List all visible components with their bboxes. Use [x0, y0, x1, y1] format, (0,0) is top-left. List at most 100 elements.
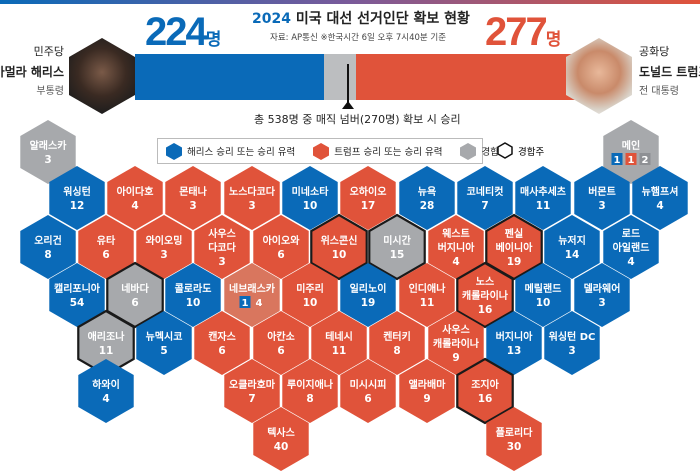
state-hex: 오리건 8 — [20, 215, 76, 279]
state-name: 버몬트 — [588, 185, 616, 198]
legend-trump: 트럼프 승리 또는 승리 유력 — [313, 142, 442, 160]
district-box — [639, 153, 651, 165]
state-name: 뉴햄프셔 — [642, 185, 679, 198]
state-hex: 캘리포니아 54 — [49, 263, 105, 327]
state-electoral-votes: 11 — [332, 345, 347, 357]
state-hex: 인디애나 11 — [399, 263, 455, 327]
state-hex-shape — [369, 311, 425, 375]
state-hex-shape — [136, 215, 192, 279]
state-electoral-votes: 8 — [393, 345, 400, 357]
state-name: 캘리포니아 — [54, 282, 101, 295]
state-name: 캔자스 — [208, 330, 236, 343]
top-color-strip — [0, 0, 700, 4]
trump-bar — [355, 54, 590, 100]
state-hex-shape — [194, 311, 250, 375]
state-hex-shape — [399, 263, 455, 327]
district-votes: 1 — [614, 155, 621, 166]
state-name: 인디애나 — [409, 282, 447, 295]
state-hex-shape — [544, 311, 600, 375]
legend-harris: 해리스 승리 또는 승리 유력 — [166, 142, 295, 160]
state-electoral-votes: 9 — [452, 352, 459, 364]
state-hex-shape — [428, 311, 484, 375]
state-hex-shape — [340, 166, 396, 230]
state-name: 아칸소 — [267, 330, 295, 343]
state-name: 아일랜드 — [613, 241, 650, 254]
state-electoral-votes: 3 — [598, 297, 605, 309]
state-hex: 와이오밍 3 — [136, 215, 192, 279]
state-hex-shape — [20, 120, 76, 184]
red-hex-icon — [313, 142, 330, 160]
state-electoral-votes: 7 — [481, 200, 488, 212]
state-electoral-votes: 14 — [565, 249, 580, 261]
state-name: 버지니아 — [438, 241, 476, 254]
state-hex: 일리노이 19 — [340, 263, 396, 327]
state-hex: 코네티컷 7 — [457, 166, 513, 230]
state-name: 뉴멕시코 — [146, 330, 183, 343]
state-name: 노스다코다 — [229, 185, 276, 198]
state-name: 미네소타 — [292, 185, 330, 198]
state-name: 로드 — [622, 228, 640, 240]
state-name: 코네티컷 — [467, 185, 504, 198]
state-hex-shape — [486, 311, 542, 375]
state-name: 메릴랜드 — [525, 282, 562, 295]
state-hex-shape — [457, 166, 513, 230]
state-name: 알래스카 — [30, 139, 68, 152]
state-electoral-votes: 11 — [536, 200, 551, 212]
state-hex-shape — [282, 359, 338, 423]
state-electoral-votes: 6 — [364, 393, 371, 405]
state-hex-shape — [603, 120, 659, 184]
outline-hex-icon — [497, 142, 513, 159]
state-name: 플로리다 — [496, 426, 534, 439]
state-hex-shape — [253, 407, 309, 471]
source-note: 자료: AP통신 ※한국시간 6일 오후 7시40분 기준 — [270, 33, 447, 43]
state-electoral-votes: 8 — [44, 249, 51, 261]
state-hex: 매사추세츠 11 — [515, 166, 571, 230]
state-name: 미주리 — [296, 282, 324, 295]
state-electoral-votes: 7 — [248, 393, 255, 405]
state-electoral-votes: 16 — [478, 393, 493, 405]
state-hex: 플로리다 30 — [486, 407, 542, 471]
state-hex: 캔자스 6 — [194, 311, 250, 375]
state-hex: 콜로라도 10 — [165, 263, 221, 327]
state-name: 다코다 — [208, 241, 236, 254]
legend-swing: 경합주 — [497, 142, 544, 159]
state-hex: 텍사스 40 — [253, 407, 309, 471]
state-hex-shape — [78, 215, 134, 279]
state-name: 애리조나 — [88, 330, 126, 343]
district-box — [625, 153, 637, 165]
state-name: 네바다 — [121, 282, 149, 295]
state-name: 미시간 — [383, 234, 411, 247]
state-hex: 미시간 15 — [368, 213, 426, 281]
state-hex-shape — [399, 166, 455, 230]
state-hex-shape — [194, 215, 250, 279]
state-name: 버지니아 — [496, 330, 534, 343]
state-hex: 메인1 1 2 — [603, 120, 659, 184]
harris-name: 카멀라 해리스 — [0, 65, 64, 79]
undecided-bar — [324, 54, 356, 100]
state-hex-shape — [603, 215, 659, 279]
state-hex: 앨라배마 9 — [399, 359, 455, 423]
district-box — [239, 296, 251, 308]
state-name: 일리노이 — [350, 282, 387, 295]
state-hex-shape — [574, 263, 630, 327]
state-hex-shape — [311, 311, 367, 375]
state-hex-shape — [107, 166, 163, 230]
state-name: 웨스트 — [442, 228, 470, 240]
state-hex: 메릴랜드 10 — [515, 263, 571, 327]
district-votes: 1 — [242, 298, 249, 309]
state-electoral-votes: 12 — [70, 200, 85, 212]
state-name: 텍사스 — [267, 426, 295, 439]
state-hex: 워싱턴 12 — [49, 166, 105, 230]
state-electoral-votes: 8 — [306, 393, 313, 405]
state-electoral-votes: 6 — [218, 345, 225, 357]
state-hex: 테네시 11 — [311, 311, 367, 375]
state-hex-shape — [49, 166, 105, 230]
state-hex: 몬태나 3 — [165, 166, 221, 230]
state-hex-shape — [49, 263, 105, 327]
trump-party: 공화당 — [639, 45, 670, 58]
district-votes: 2 — [642, 155, 649, 166]
state-hex-shape — [253, 311, 309, 375]
